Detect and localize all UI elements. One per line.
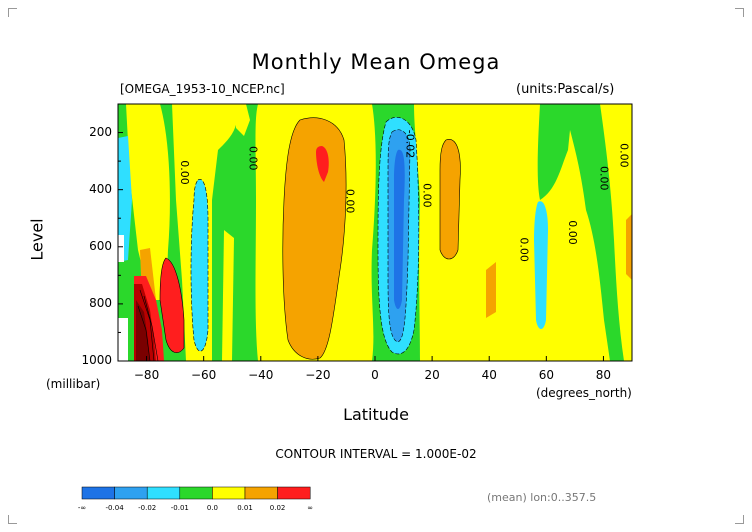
contour-label: 0.00 [566, 220, 579, 245]
x-tick-label: −60 [190, 368, 217, 382]
x-tick-label: −20 [305, 368, 331, 382]
contour-label: 0.00 [518, 237, 531, 262]
contour-region [282, 117, 347, 360]
x-axis-title: Latitude [343, 405, 409, 424]
contour-lines [137, 117, 461, 361]
file-label: [OMEGA_1953-10_NCEP.nc] [120, 82, 285, 96]
contour-label: 0.00 [598, 166, 611, 191]
colorbar-label: 0.01 [237, 504, 253, 512]
colorbar-swatch [244, 486, 278, 500]
x-tick-label: 40 [481, 368, 497, 382]
x-axis-unit: (degrees_north) [536, 386, 632, 400]
y-tick-label: 400 [89, 181, 112, 196]
contour-labels: 0.00 0.00 0.00 -0.02 0.00 0.00 0.00 0.00 0.00 [178, 130, 631, 262]
colorbar [81, 486, 311, 500]
contour-region [126, 104, 170, 300]
corner-mark-top-left [8, 8, 17, 17]
y-tick-label: 800 [89, 295, 112, 310]
colorbar-swatch [81, 486, 115, 500]
x-tick-label: 0 [371, 368, 379, 382]
contour-region [440, 139, 461, 259]
colorbar-label: -∞ [77, 504, 87, 512]
x-tick-label: 80 [595, 368, 612, 382]
y-tick-label: 600 [89, 238, 112, 253]
colorbar-swatch [212, 486, 246, 500]
y-axis-unit: (millibar) [46, 377, 101, 391]
corner-mark-bottom-left [8, 515, 17, 524]
colorbar-label: 0.02 [269, 504, 286, 512]
contour-region [236, 104, 250, 136]
contour-region [600, 104, 632, 361]
contour-label: 0.00 [421, 183, 434, 208]
colorbar-label: -0.01 [170, 504, 189, 512]
chart-title: Monthly Mean Omega [251, 50, 501, 74]
contour-region [394, 149, 405, 309]
contour-fill [118, 104, 632, 361]
contour-label: 0.00 [343, 189, 356, 214]
colorbar-label: -0.04 [105, 504, 124, 512]
contour-region [160, 258, 184, 353]
contour-region [118, 235, 124, 262]
corner-mark-bottom-right [735, 515, 744, 524]
x-tick-label: 20 [424, 368, 440, 382]
contour-label: 0.00 [178, 160, 191, 185]
contour-region [136, 300, 150, 361]
colorbar-label: 0.0 [206, 504, 218, 512]
contour-interval-label: CONTOUR INTERVAL = 1.000E-02 [275, 447, 477, 461]
contour-region [222, 230, 234, 361]
contour-region [118, 136, 132, 262]
colorbar-swatch [146, 486, 181, 500]
contour-region [486, 262, 496, 318]
y-tick-label: 200 [89, 124, 112, 139]
contour-region [626, 214, 632, 280]
corner-mark-top-right [735, 8, 744, 17]
x-tick-label: −80 [133, 368, 160, 382]
x-tick-label: −40 [248, 368, 274, 382]
colorbar-swatch [179, 486, 213, 500]
contour-region [414, 104, 610, 361]
colorbar-label: ∞ [307, 504, 314, 512]
contour-region [316, 146, 329, 182]
contour-label: 0.00 [246, 146, 259, 171]
colorbar-label: -0.02 [138, 504, 157, 512]
mean-lon-label: (mean) lon:0..357.5 [487, 491, 597, 504]
contour-region [118, 318, 128, 361]
axis-ticks [118, 132, 604, 362]
y-tick-label: 1000 [81, 353, 112, 367]
contour-label: 0.00 [618, 143, 631, 168]
contour-label: -0.02 [403, 130, 416, 158]
contour-region [534, 201, 548, 329]
contour-region [191, 179, 208, 352]
colorbar-swatch [114, 486, 148, 500]
x-tick-label: 60 [538, 368, 554, 382]
units-label: (units:Pascal/s) [516, 82, 615, 97]
colorbar-swatch [277, 486, 311, 500]
